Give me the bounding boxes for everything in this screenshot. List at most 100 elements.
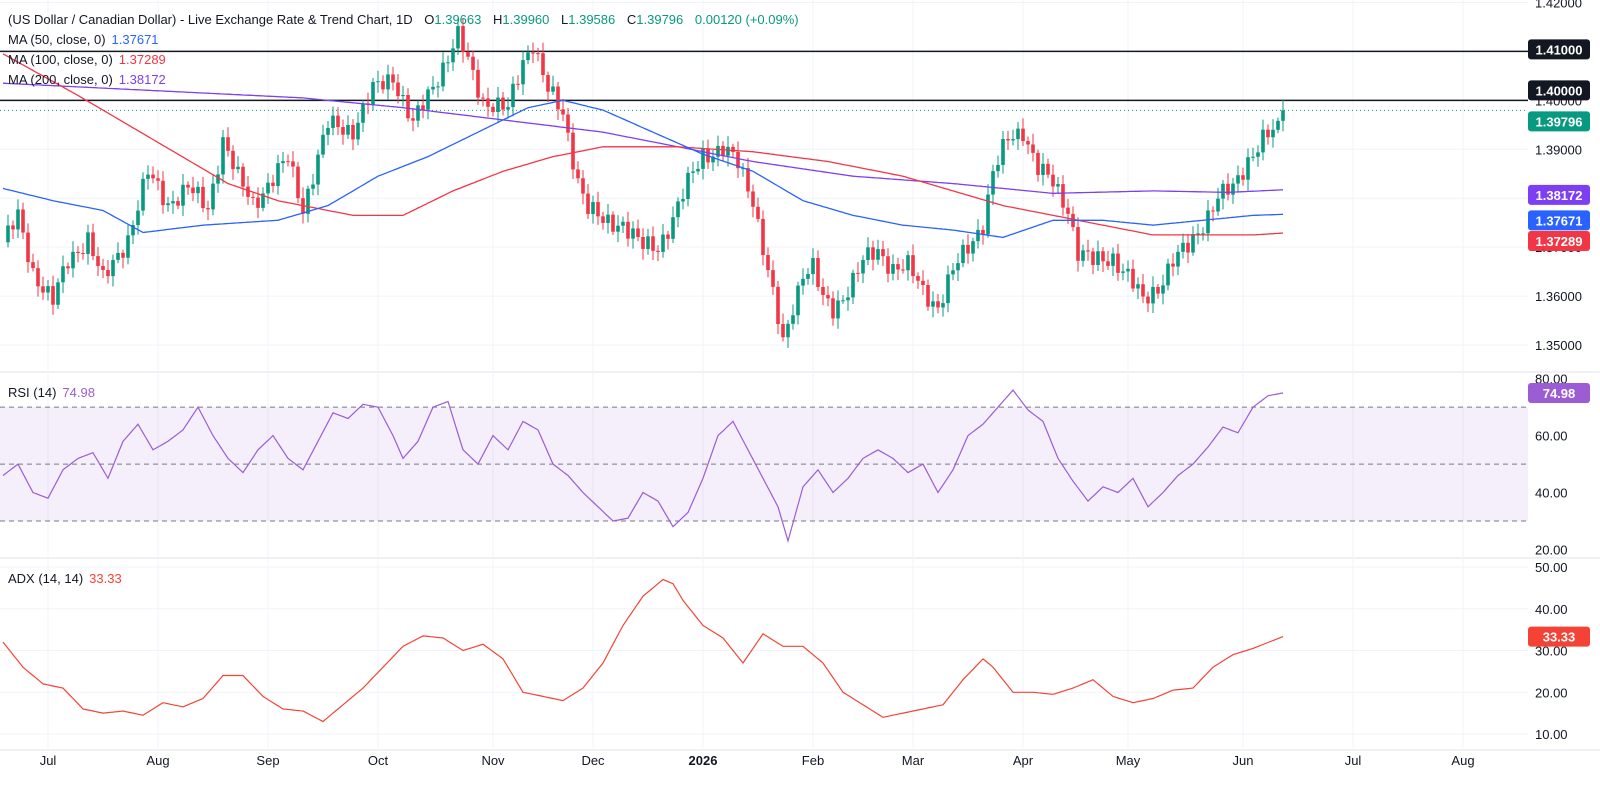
candle-up [1191, 234, 1195, 253]
candle-up [861, 259, 865, 274]
candle-up [616, 225, 620, 232]
candle-down [161, 180, 165, 206]
candle-down [21, 209, 25, 233]
candle-up [61, 266, 65, 283]
candle-up [376, 81, 380, 83]
adx-tick-label: 50.00 [1535, 560, 1568, 575]
candle-down [926, 285, 930, 307]
candle-down [246, 186, 250, 197]
candle-down [921, 280, 925, 286]
candle-up [1181, 242, 1185, 252]
candle-up [1056, 184, 1060, 187]
candle-up [1231, 183, 1235, 195]
candle-down [176, 201, 180, 206]
candle-down [626, 221, 630, 239]
candle-up [1201, 233, 1205, 235]
candle-down [156, 178, 160, 181]
candle-down [566, 114, 570, 133]
candle-down [746, 168, 750, 192]
ma50-label: MA (50, close, 0) [8, 32, 106, 47]
adx-tick-label: 40.00 [1535, 602, 1568, 617]
candle-down [1086, 250, 1090, 252]
candle-up [371, 82, 375, 105]
candle-up [1081, 250, 1085, 261]
ohlc-readout: O1.39663 H1.39960 L1.39586 C1.39796 0.00… [416, 12, 798, 27]
candle-up [946, 274, 950, 304]
candle-up [1161, 285, 1165, 294]
candle-up [266, 182, 270, 194]
low-value: 1.39586 [568, 12, 616, 27]
candle-up [836, 300, 840, 319]
candle-down [486, 98, 490, 107]
ma200-legend[interactable]: MA (200, close, 0) 1.38172 [8, 70, 166, 89]
adx-legend[interactable]: ADX (14, 14) 33.33 [8, 571, 122, 586]
candle-up [181, 184, 185, 206]
candle-up [631, 228, 635, 239]
candle-up [511, 83, 515, 108]
candle-down [1156, 286, 1160, 294]
candle-up [316, 154, 320, 185]
ma50-legend[interactable]: MA (50, close, 0) 1.37671 [8, 30, 159, 49]
date-tick-label: 2026 [689, 753, 718, 768]
candle-down [271, 182, 275, 187]
candle-down [381, 81, 385, 90]
candle-down [1266, 129, 1270, 138]
symbol-legend: (US Dollar / Canadian Dollar) - Live Exc… [8, 10, 799, 29]
candle-down [1031, 144, 1035, 153]
candle-down [481, 97, 485, 99]
level-1-40-badge: 1.40000 [1536, 83, 1583, 98]
candle-up [1136, 284, 1140, 289]
candle-down [411, 118, 415, 121]
ma50-badge-bg [1528, 210, 1590, 231]
candle-up [216, 174, 220, 184]
candle-down [871, 247, 875, 260]
candle-down [826, 295, 830, 299]
candle-up [46, 286, 50, 293]
date-tick-label: Nov [481, 753, 505, 768]
candle-down [91, 232, 95, 257]
candle-down [936, 301, 940, 308]
ma100-legend[interactable]: MA (100, close, 0) 1.37289 [8, 50, 166, 69]
ma100-label: MA (100, close, 0) [8, 52, 113, 67]
candle-up [346, 124, 350, 135]
candle-up [281, 161, 285, 164]
candle-up [446, 62, 450, 64]
candle-down [341, 127, 345, 135]
candle-up [1256, 152, 1260, 157]
candle-down [81, 253, 85, 255]
candle-down [396, 82, 400, 97]
date-tick-label: Feb [802, 753, 824, 768]
candle-up [171, 201, 175, 204]
candle-up [331, 115, 335, 128]
candle-down [776, 286, 780, 325]
candle-up [996, 164, 1000, 172]
rsi-line [2, 389, 1284, 544]
candle-down [1211, 210, 1215, 212]
candle-down [1146, 296, 1150, 304]
candle-down [766, 255, 770, 271]
candle-up [86, 232, 90, 254]
candle-down [656, 250, 660, 252]
candle-down [471, 56, 475, 70]
rsi-value-badge-bg [1528, 382, 1590, 403]
candle-down [206, 208, 210, 210]
rsi-value-badge: 74.98 [1543, 386, 1576, 401]
candle-down [121, 252, 125, 258]
candle-down [1116, 253, 1120, 273]
candle-down [561, 109, 565, 115]
candle-down [856, 272, 860, 274]
candle-down [541, 53, 545, 76]
rsi-tick-label: 40.00 [1535, 486, 1568, 501]
date-tick-label: Jul [40, 753, 57, 768]
candle-up [661, 234, 665, 252]
candle-up [211, 183, 215, 210]
candle-up [1016, 128, 1020, 140]
candle-up [1126, 268, 1130, 272]
rsi-legend[interactable]: RSI (14) 74.98 [8, 385, 95, 400]
candle-down [901, 269, 905, 271]
candle-up [796, 285, 800, 316]
candle-up [876, 249, 880, 260]
rsi-value: 74.98 [62, 385, 95, 400]
candle-down [536, 53, 540, 55]
